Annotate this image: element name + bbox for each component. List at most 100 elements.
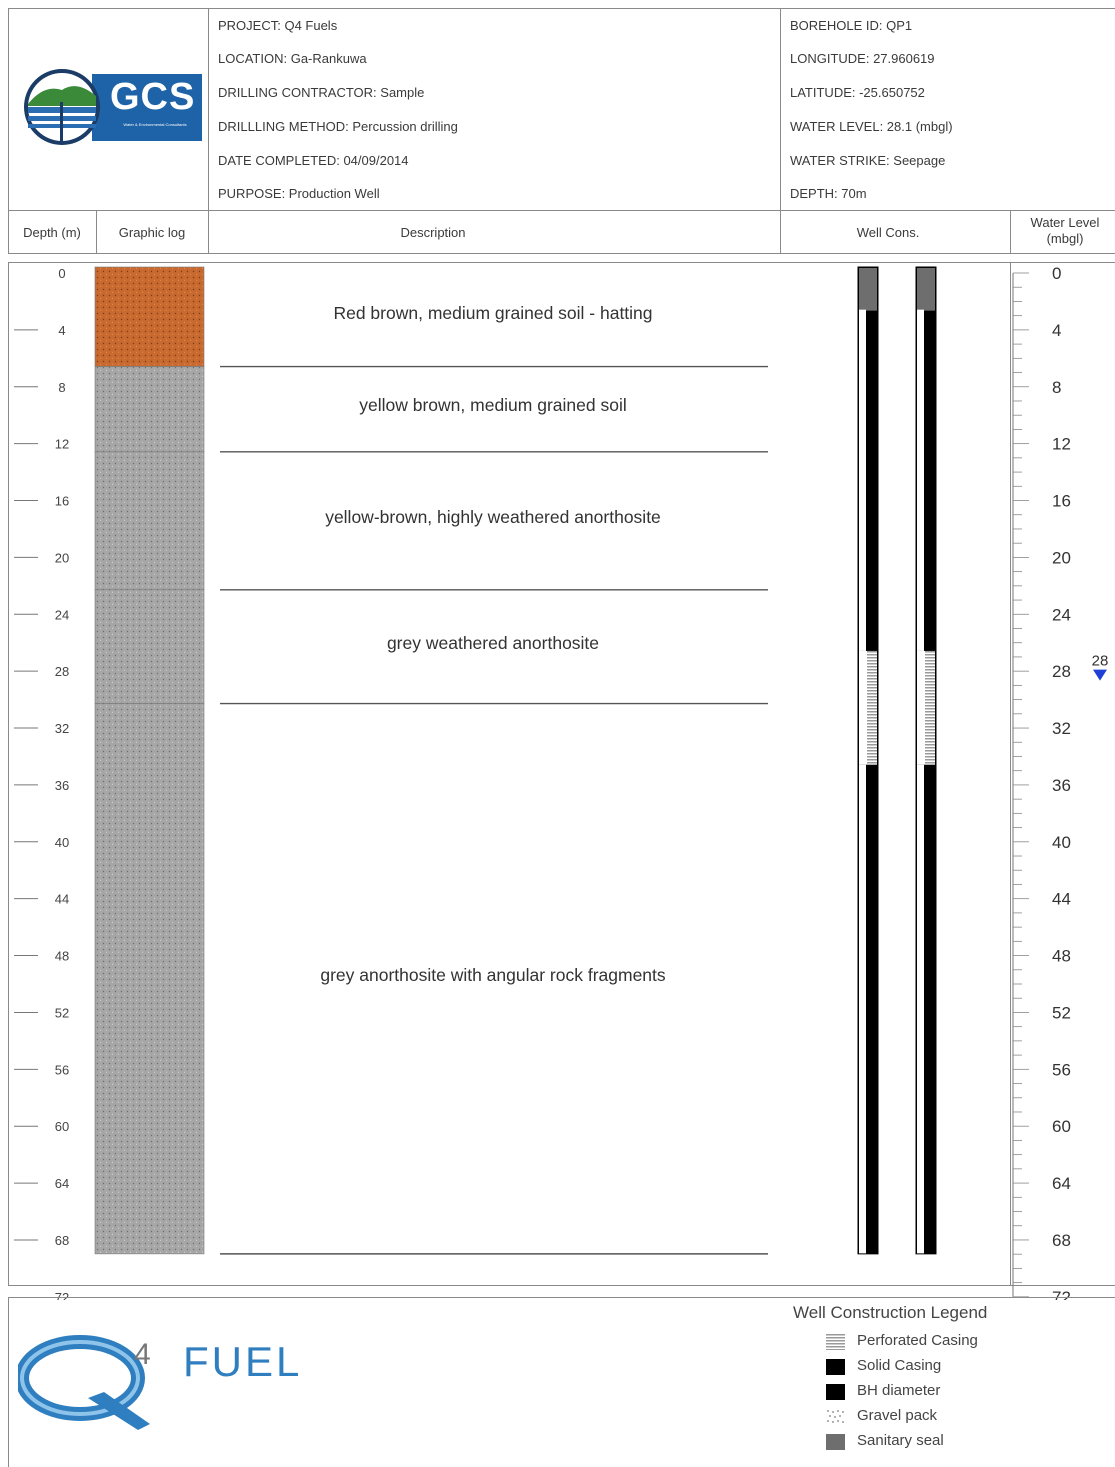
depth-tick-label: 16 bbox=[55, 494, 69, 509]
water-level-marker-label: 28 bbox=[1092, 653, 1109, 670]
water-level-column-header: Water Level (mbgl) bbox=[1010, 215, 1115, 247]
date-completed-field: DATE COMPLETED: 04/09/2014 bbox=[218, 153, 409, 168]
legend-title: Well Construction Legend bbox=[793, 1303, 988, 1322]
legend-label-seal: Sanitary seal bbox=[857, 1432, 944, 1449]
well-cons-column-header: Well Cons. bbox=[856, 225, 920, 240]
gcs-logo-graphic bbox=[24, 69, 202, 145]
header-divider-right bbox=[780, 8, 781, 211]
annulus-segment bbox=[859, 650, 867, 765]
annulus-segment bbox=[917, 764, 924, 1254]
depth-tick-label: 8 bbox=[58, 380, 65, 395]
water-level-tick-label: 36 bbox=[1052, 776, 1071, 795]
q4-logo-text: FUEL bbox=[183, 1338, 303, 1385]
graphic-log-layer bbox=[94, 703, 205, 1255]
depth-field: DEPTH: 70m bbox=[790, 186, 867, 201]
water-level-tick-label: 52 bbox=[1052, 1003, 1071, 1022]
project-field: PROJECT: Q4 Fuels bbox=[218, 18, 338, 33]
water-level-marker-icon bbox=[1093, 669, 1107, 681]
header-divider-left bbox=[208, 8, 209, 211]
water-level-tick-label: 4 bbox=[1052, 321, 1061, 340]
purpose-field: PURPOSE: Production Well bbox=[218, 186, 380, 201]
gcs-logo: GCS Water & Environmental Consultants bbox=[22, 66, 204, 148]
depth-tick-label: 28 bbox=[55, 664, 69, 679]
water-level-divider bbox=[1010, 262, 1011, 1286]
depth-tick-label: 44 bbox=[55, 892, 69, 907]
q4-logo-mark: 4 bbox=[134, 1338, 151, 1371]
sanitary-seal-segment bbox=[859, 268, 877, 311]
graphic-log-layer bbox=[94, 266, 205, 367]
depth-tick-label: 40 bbox=[55, 835, 69, 850]
legend-label-gravel: Gravel pack bbox=[857, 1407, 938, 1424]
depth-tick-label: 32 bbox=[55, 721, 69, 736]
depth-tick-label: 64 bbox=[55, 1176, 69, 1191]
description-column-header: Description bbox=[400, 225, 466, 240]
perforated-casing-swatch bbox=[826, 1334, 845, 1350]
col-divider-4 bbox=[1010, 210, 1011, 254]
water-level-tick-label: 24 bbox=[1052, 605, 1071, 624]
pipe-outline bbox=[915, 266, 937, 1255]
water-level-tick-label: 16 bbox=[1052, 492, 1071, 511]
depth-tick-label: 4 bbox=[58, 323, 65, 338]
drilling-contractor-field: DRILLING CONTRACTOR: Sample bbox=[218, 85, 425, 100]
water-level-tick-label: 44 bbox=[1052, 890, 1071, 909]
gravel-pack-swatch bbox=[826, 1409, 845, 1425]
depth-tick-label: 36 bbox=[55, 778, 69, 793]
depth-tick-label: 12 bbox=[55, 437, 69, 452]
legend-label-solid: Solid Casing bbox=[857, 1357, 942, 1374]
longitude-field: LONGITUDE: 27.960619 bbox=[790, 51, 935, 66]
location-field: LOCATION: Ga-Rankuwa bbox=[218, 51, 367, 66]
water-level-tick-label: 32 bbox=[1052, 719, 1071, 738]
perforated-casing-segment bbox=[867, 650, 877, 765]
latitude-field: LATITUDE: -25.650752 bbox=[790, 85, 925, 100]
depth-tick-label: 48 bbox=[55, 949, 69, 964]
drilling-method-field: DRILLLING METHOD: Percussion drilling bbox=[218, 119, 458, 134]
water-level-tick-label: 20 bbox=[1052, 548, 1071, 567]
water-level-tick-label: 72 bbox=[1052, 1288, 1071, 1300]
gcs-logo-text: GCS bbox=[110, 76, 196, 118]
annulus-segment bbox=[917, 650, 925, 765]
legend-label-perforated: Perforated Casing bbox=[857, 1332, 978, 1349]
perforated-casing-segment bbox=[925, 650, 935, 765]
q4-fuel-logo: 4 FUEL bbox=[15, 1328, 338, 1438]
graphic-log-layer bbox=[94, 589, 205, 704]
depth-tick-label: 20 bbox=[55, 550, 69, 565]
depth-tick-label: 68 bbox=[55, 1233, 69, 1248]
water-level-tick-label: 60 bbox=[1052, 1117, 1071, 1136]
water-level-field: WATER LEVEL: 28.1 (mbgl) bbox=[790, 119, 953, 134]
water-level-tick-label: 68 bbox=[1052, 1231, 1071, 1250]
legend-label-bh: BH diameter bbox=[857, 1382, 941, 1399]
water-level-tick-label: 12 bbox=[1052, 435, 1071, 454]
graphic-log-layer bbox=[94, 366, 205, 453]
q4-logo-graphic bbox=[15, 1335, 150, 1430]
log-body-frame bbox=[8, 262, 1115, 1286]
water-level-tick-label: 28 bbox=[1052, 662, 1071, 681]
depth-tick-label: 60 bbox=[55, 1119, 69, 1134]
well-construction-drawing bbox=[857, 266, 937, 1255]
graphic-log-column-header: Graphic log bbox=[118, 225, 186, 240]
depth-column-header: Depth (m) bbox=[23, 225, 81, 240]
col-divider-3 bbox=[780, 210, 781, 254]
layer-description-4: grey weathered anorthosite bbox=[386, 632, 600, 653]
water-strike-field: WATER STRIKE: Seepage bbox=[790, 153, 946, 168]
water-level-tick-label: 64 bbox=[1052, 1174, 1071, 1193]
water-level-tick-label: 48 bbox=[1052, 947, 1071, 966]
water-level-tick-label: 8 bbox=[1052, 378, 1061, 397]
depth-tick-label: 56 bbox=[55, 1062, 69, 1077]
graphic-log-layer bbox=[94, 451, 205, 591]
depth-tick-label: 72 bbox=[55, 1290, 69, 1300]
annulus-segment bbox=[859, 309, 866, 651]
graphic-log-layers bbox=[94, 266, 205, 1255]
gcs-logo-subtext: Water & Environmental Consultants bbox=[123, 122, 187, 127]
layer-description-2: yellow brown, medium grained soil bbox=[359, 395, 627, 416]
footer-left-rule bbox=[8, 1297, 9, 1467]
water-level-tick-label: 40 bbox=[1052, 833, 1071, 852]
annulus-segment bbox=[917, 309, 924, 651]
water-level-header-line2: (mbgl) bbox=[1046, 231, 1084, 246]
depth-tick-label: 24 bbox=[55, 607, 69, 622]
sanitary-seal-segment bbox=[917, 268, 935, 311]
water-level-tick-label: 56 bbox=[1052, 1060, 1071, 1079]
col-divider-2 bbox=[208, 210, 209, 254]
